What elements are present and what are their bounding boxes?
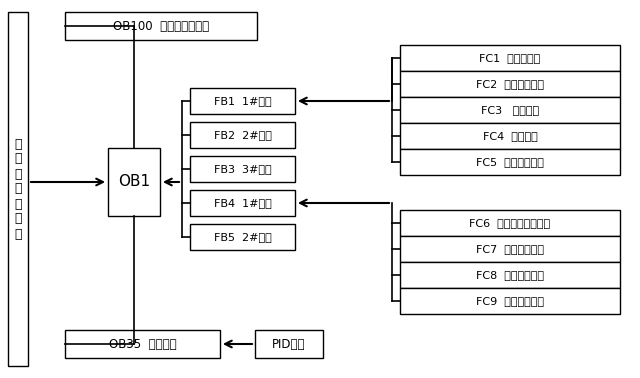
Text: FC7  浓缩过程控制: FC7 浓缩过程控制 (476, 244, 544, 254)
Bar (400, 236, 620, 262)
Bar (400, 71, 620, 97)
Text: OB35  循环中断: OB35 循环中断 (109, 338, 176, 350)
Bar (108, 148, 160, 216)
Bar (190, 224, 295, 250)
Bar (8, 12, 28, 366)
Text: FB3  3#提取: FB3 3#提取 (214, 164, 271, 174)
Text: FC5  提取清洗系统: FC5 提取清洗系统 (476, 157, 544, 167)
Bar (190, 122, 295, 148)
Text: FB5  2#浓缩: FB5 2#浓缩 (214, 232, 271, 242)
Text: 计
算
机
操
作
系
统: 计 算 机 操 作 系 统 (14, 138, 22, 240)
Bar (65, 12, 257, 40)
Text: OB1: OB1 (118, 175, 150, 189)
Text: FC2  循环加热控制: FC2 循环加热控制 (476, 79, 544, 89)
Text: FC1  进溶媒控制: FC1 进溶媒控制 (479, 53, 541, 63)
Text: FB2  2#提取: FB2 2#提取 (214, 130, 271, 140)
Bar (400, 97, 620, 123)
Bar (255, 330, 323, 358)
Bar (190, 190, 295, 216)
Bar (190, 88, 295, 114)
Text: FC3   出料控制: FC3 出料控制 (481, 105, 539, 115)
Text: FC9  浓缩系统清洗: FC9 浓缩系统清洗 (476, 296, 544, 306)
Text: FB4  1#浓缩: FB4 1#浓缩 (214, 198, 271, 208)
Text: PID控制: PID控制 (272, 338, 306, 350)
Bar (400, 123, 620, 149)
Bar (400, 45, 620, 71)
Bar (190, 156, 295, 182)
Bar (400, 210, 620, 236)
Bar (400, 288, 620, 314)
Bar (400, 262, 620, 288)
Text: FC4  系统急停: FC4 系统急停 (483, 131, 538, 141)
Text: FC6  双效浓缩启动控制: FC6 双效浓缩启动控制 (469, 218, 550, 228)
Text: FC8  浓缩系统急停: FC8 浓缩系统急停 (476, 270, 544, 280)
Text: OB100  上电自检初始化: OB100 上电自检初始化 (113, 20, 209, 33)
Bar (65, 330, 220, 358)
Bar (400, 149, 620, 175)
Text: FB1  1#提取: FB1 1#提取 (214, 96, 271, 106)
